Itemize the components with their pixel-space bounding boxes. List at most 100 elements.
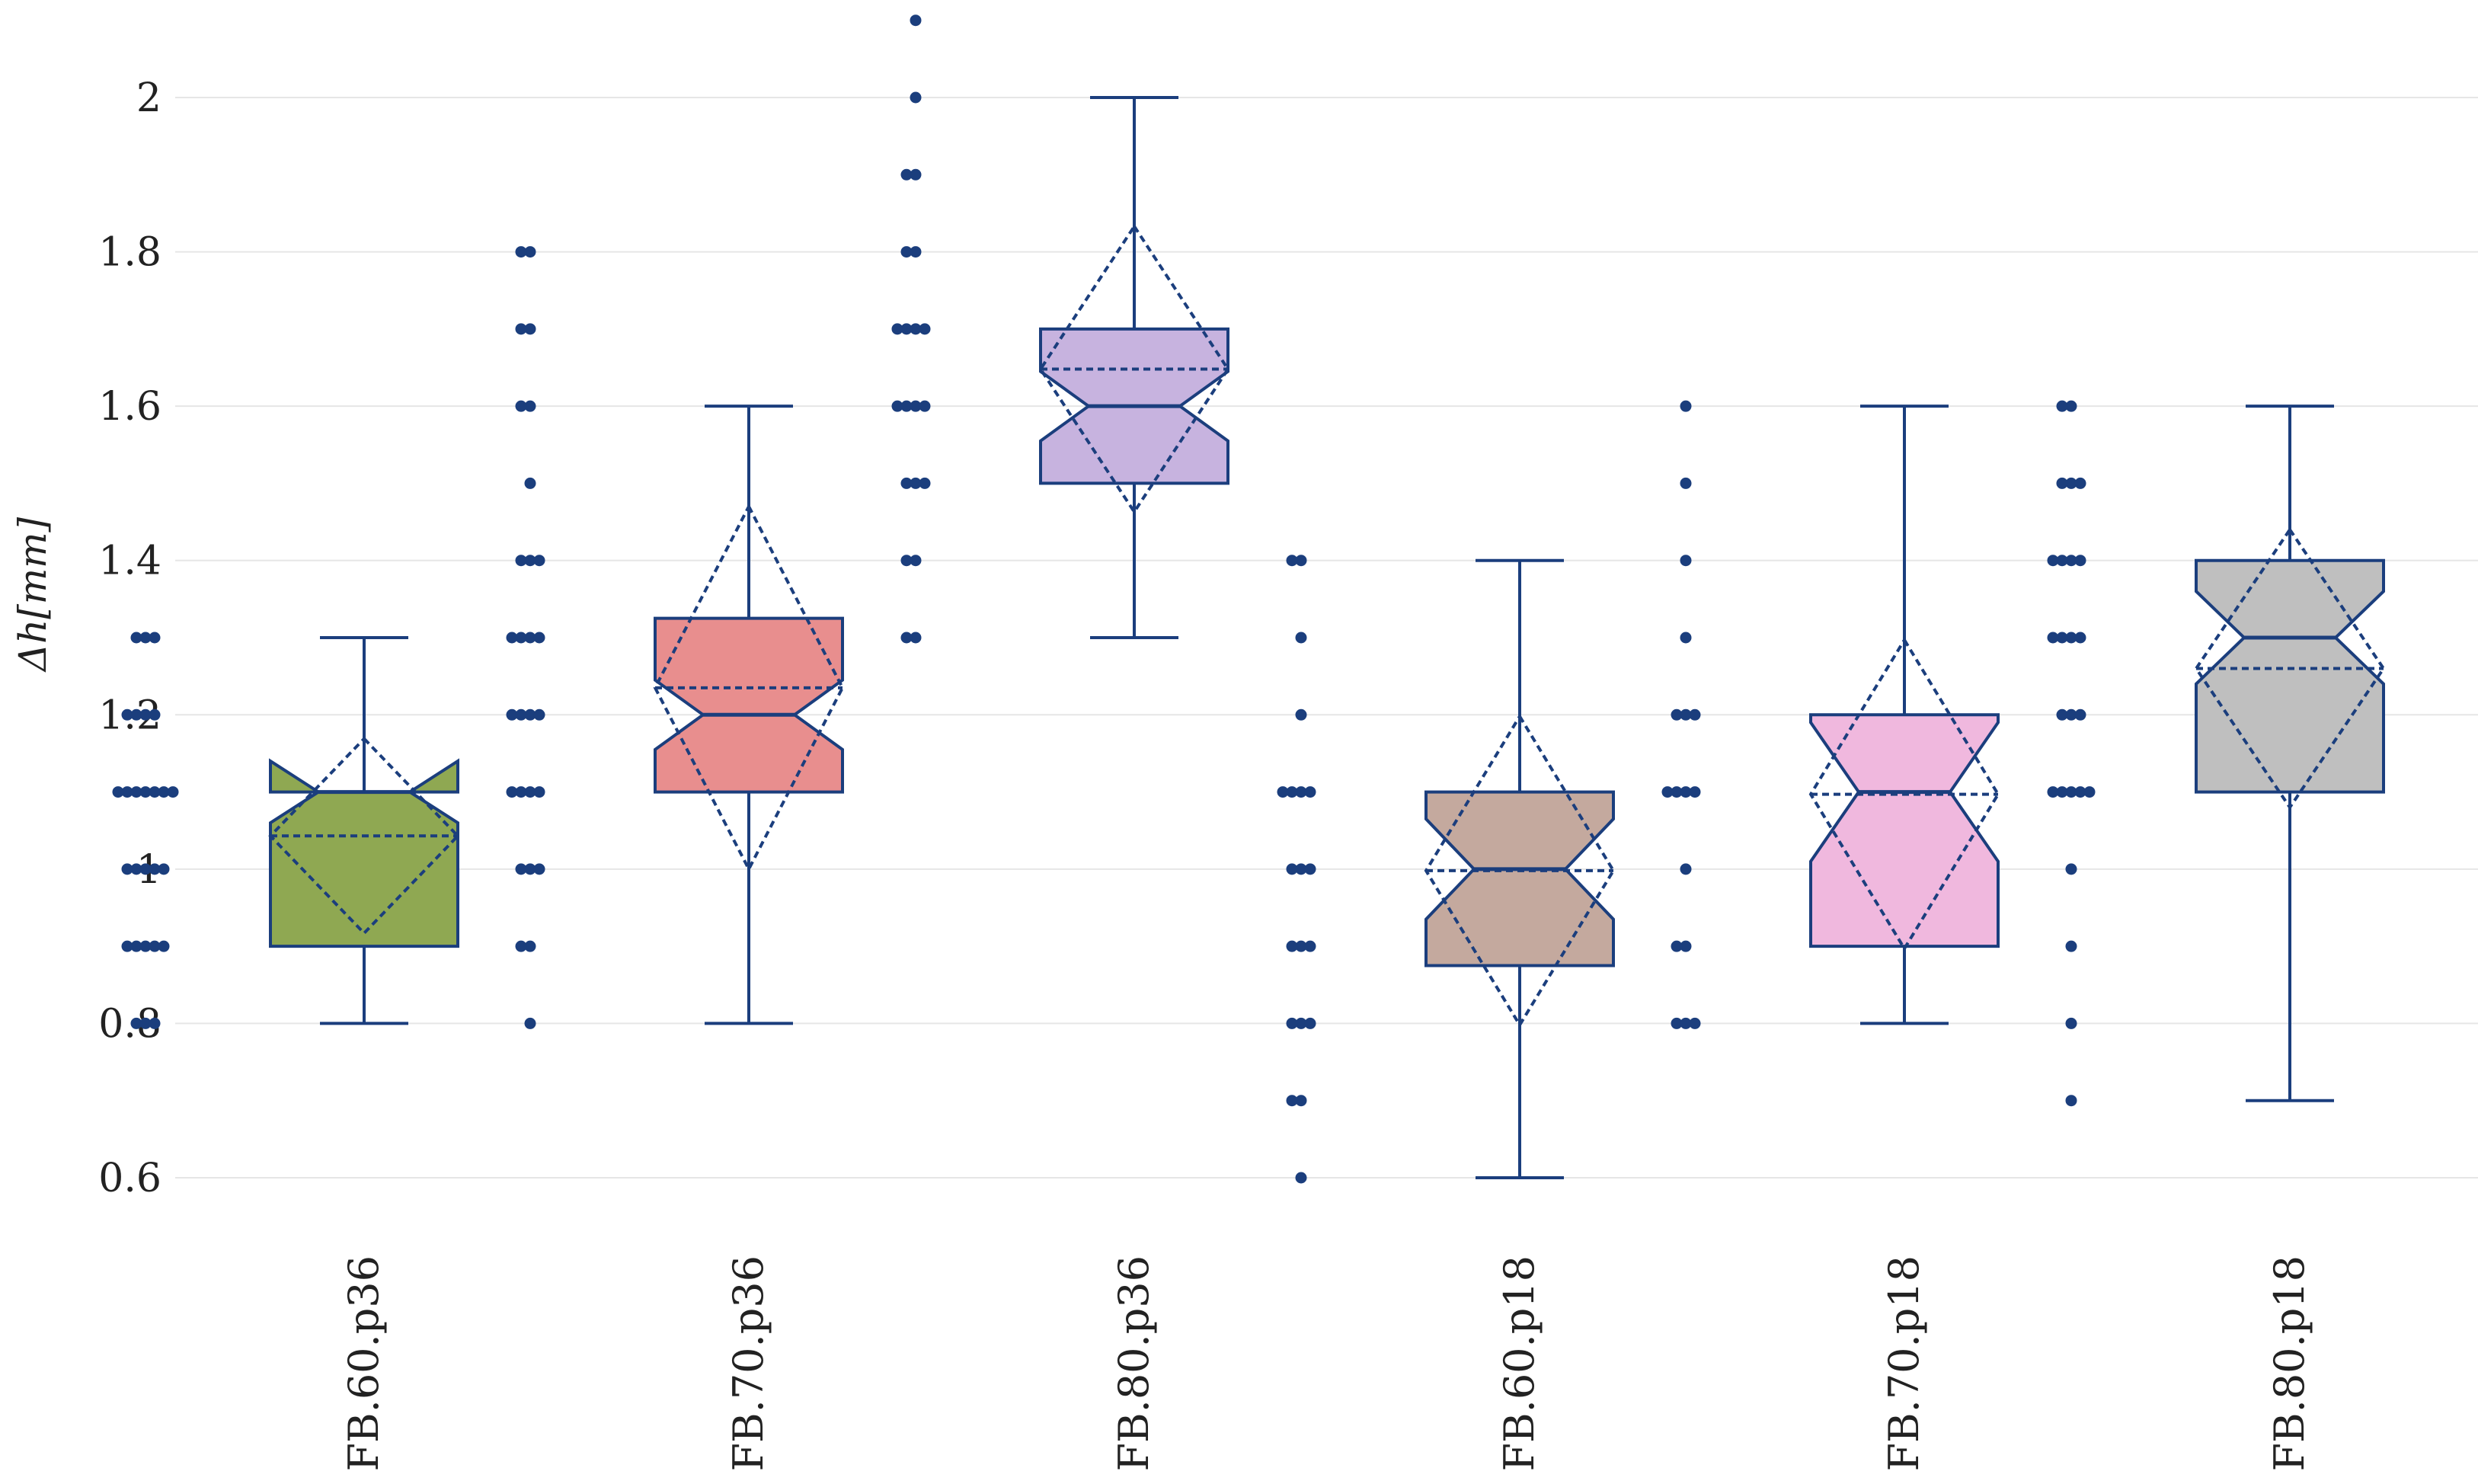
- data-point: [1671, 940, 1683, 952]
- data-point: [1671, 708, 1683, 721]
- data-point: [1304, 786, 1316, 798]
- data-point: [533, 708, 545, 721]
- data-point: [524, 1017, 536, 1029]
- data-point: [900, 632, 913, 644]
- data-point: [533, 555, 545, 567]
- mean-sd-diamond: [2194, 526, 2386, 811]
- box-fb-70-p36: [506, 246, 845, 1029]
- data-point: [1680, 863, 1692, 875]
- y-tick-label: 1.4: [98, 539, 161, 584]
- data-point: [900, 246, 913, 258]
- data-point: [2074, 632, 2086, 644]
- data-point: [149, 632, 161, 644]
- data-point: [1295, 555, 1307, 567]
- data-point: [149, 863, 161, 875]
- data-point: [2056, 708, 2068, 721]
- data-point: [139, 708, 152, 721]
- data-point: [167, 786, 179, 798]
- data-point: [900, 323, 913, 335]
- data-point: [2074, 708, 2086, 721]
- data-point: [1661, 786, 1674, 798]
- data-point: [524, 323, 536, 335]
- data-point: [1304, 1017, 1316, 1029]
- y-axis-title: Δh[mm]: [11, 517, 55, 673]
- grid-lines: [175, 97, 2478, 1179]
- data-point: [524, 555, 536, 567]
- data-point: [2074, 477, 2086, 489]
- data-point: [515, 786, 527, 798]
- data-point: [524, 400, 536, 412]
- data-point: [2065, 708, 2077, 721]
- data-point: [1680, 786, 1692, 798]
- data-point: [515, 632, 527, 644]
- box-body: [1424, 790, 1615, 967]
- x-tick-label: FB.60.p18: [1495, 1255, 1543, 1471]
- data-point: [1680, 555, 1692, 567]
- data-point: [900, 168, 913, 181]
- data-point: [139, 786, 152, 798]
- data-point: [149, 1017, 161, 1029]
- data-point: [1680, 477, 1692, 489]
- data-point: [1286, 1017, 1298, 1029]
- data-point: [1671, 1017, 1683, 1029]
- data-point: [1671, 786, 1683, 798]
- data-point: [524, 246, 536, 258]
- data-point: [2047, 786, 2059, 798]
- data-point: [910, 632, 922, 644]
- data-point: [2047, 632, 2059, 644]
- data-point: [2065, 1017, 2077, 1029]
- data-point: [524, 708, 536, 721]
- data-point: [1295, 708, 1307, 721]
- mean-sd-diamond: [268, 736, 460, 935]
- data-point: [910, 400, 922, 412]
- mean-sd-diamond: [653, 503, 845, 873]
- data-point: [1295, 1095, 1307, 1107]
- data-point: [900, 477, 913, 489]
- mean-sd-diamond: [1424, 713, 1616, 1028]
- data-point: [910, 91, 922, 104]
- data-point: [139, 1017, 152, 1029]
- y-tick-label: 0.6: [98, 1156, 161, 1201]
- box-fb-60-p36: [112, 632, 460, 1029]
- data-point: [2056, 632, 2068, 644]
- data-point: [2065, 1095, 2077, 1107]
- data-point: [524, 632, 536, 644]
- data-point: [139, 940, 152, 952]
- data-point: [515, 400, 527, 412]
- box-fb-80-p18: [2047, 400, 2386, 1107]
- data-point: [121, 708, 133, 721]
- data-point: [1689, 1017, 1701, 1029]
- data-point: [533, 786, 545, 798]
- data-point: [1286, 940, 1298, 952]
- box-series: [112, 14, 2386, 1184]
- data-point: [158, 786, 170, 798]
- data-point: [891, 323, 903, 335]
- y-tick-label: 2: [136, 75, 161, 121]
- box-fb-60-p18: [1277, 555, 1616, 1184]
- x-tick-label: FB.80.p18: [2265, 1255, 2313, 1471]
- data-point: [891, 400, 903, 412]
- data-point: [158, 940, 170, 952]
- data-point: [910, 555, 922, 567]
- data-point: [2056, 477, 2068, 489]
- data-point: [506, 632, 518, 644]
- box-body: [1809, 713, 2000, 948]
- x-tick-label: FB.60.p36: [340, 1255, 388, 1471]
- data-point: [524, 786, 536, 798]
- data-point: [149, 708, 161, 721]
- data-point: [1286, 555, 1298, 567]
- data-point: [2047, 555, 2059, 567]
- data-point: [2074, 786, 2086, 798]
- data-point: [130, 940, 142, 952]
- data-point: [139, 632, 152, 644]
- data-point: [515, 246, 527, 258]
- data-point: [919, 477, 931, 489]
- data-point: [2065, 555, 2077, 567]
- data-point: [1295, 940, 1307, 952]
- data-point: [2074, 555, 2086, 567]
- data-point: [1295, 786, 1307, 798]
- data-point: [900, 400, 913, 412]
- data-point: [130, 1017, 142, 1029]
- data-point: [1295, 1017, 1307, 1029]
- x-tick-label: FB.70.p36: [724, 1255, 772, 1471]
